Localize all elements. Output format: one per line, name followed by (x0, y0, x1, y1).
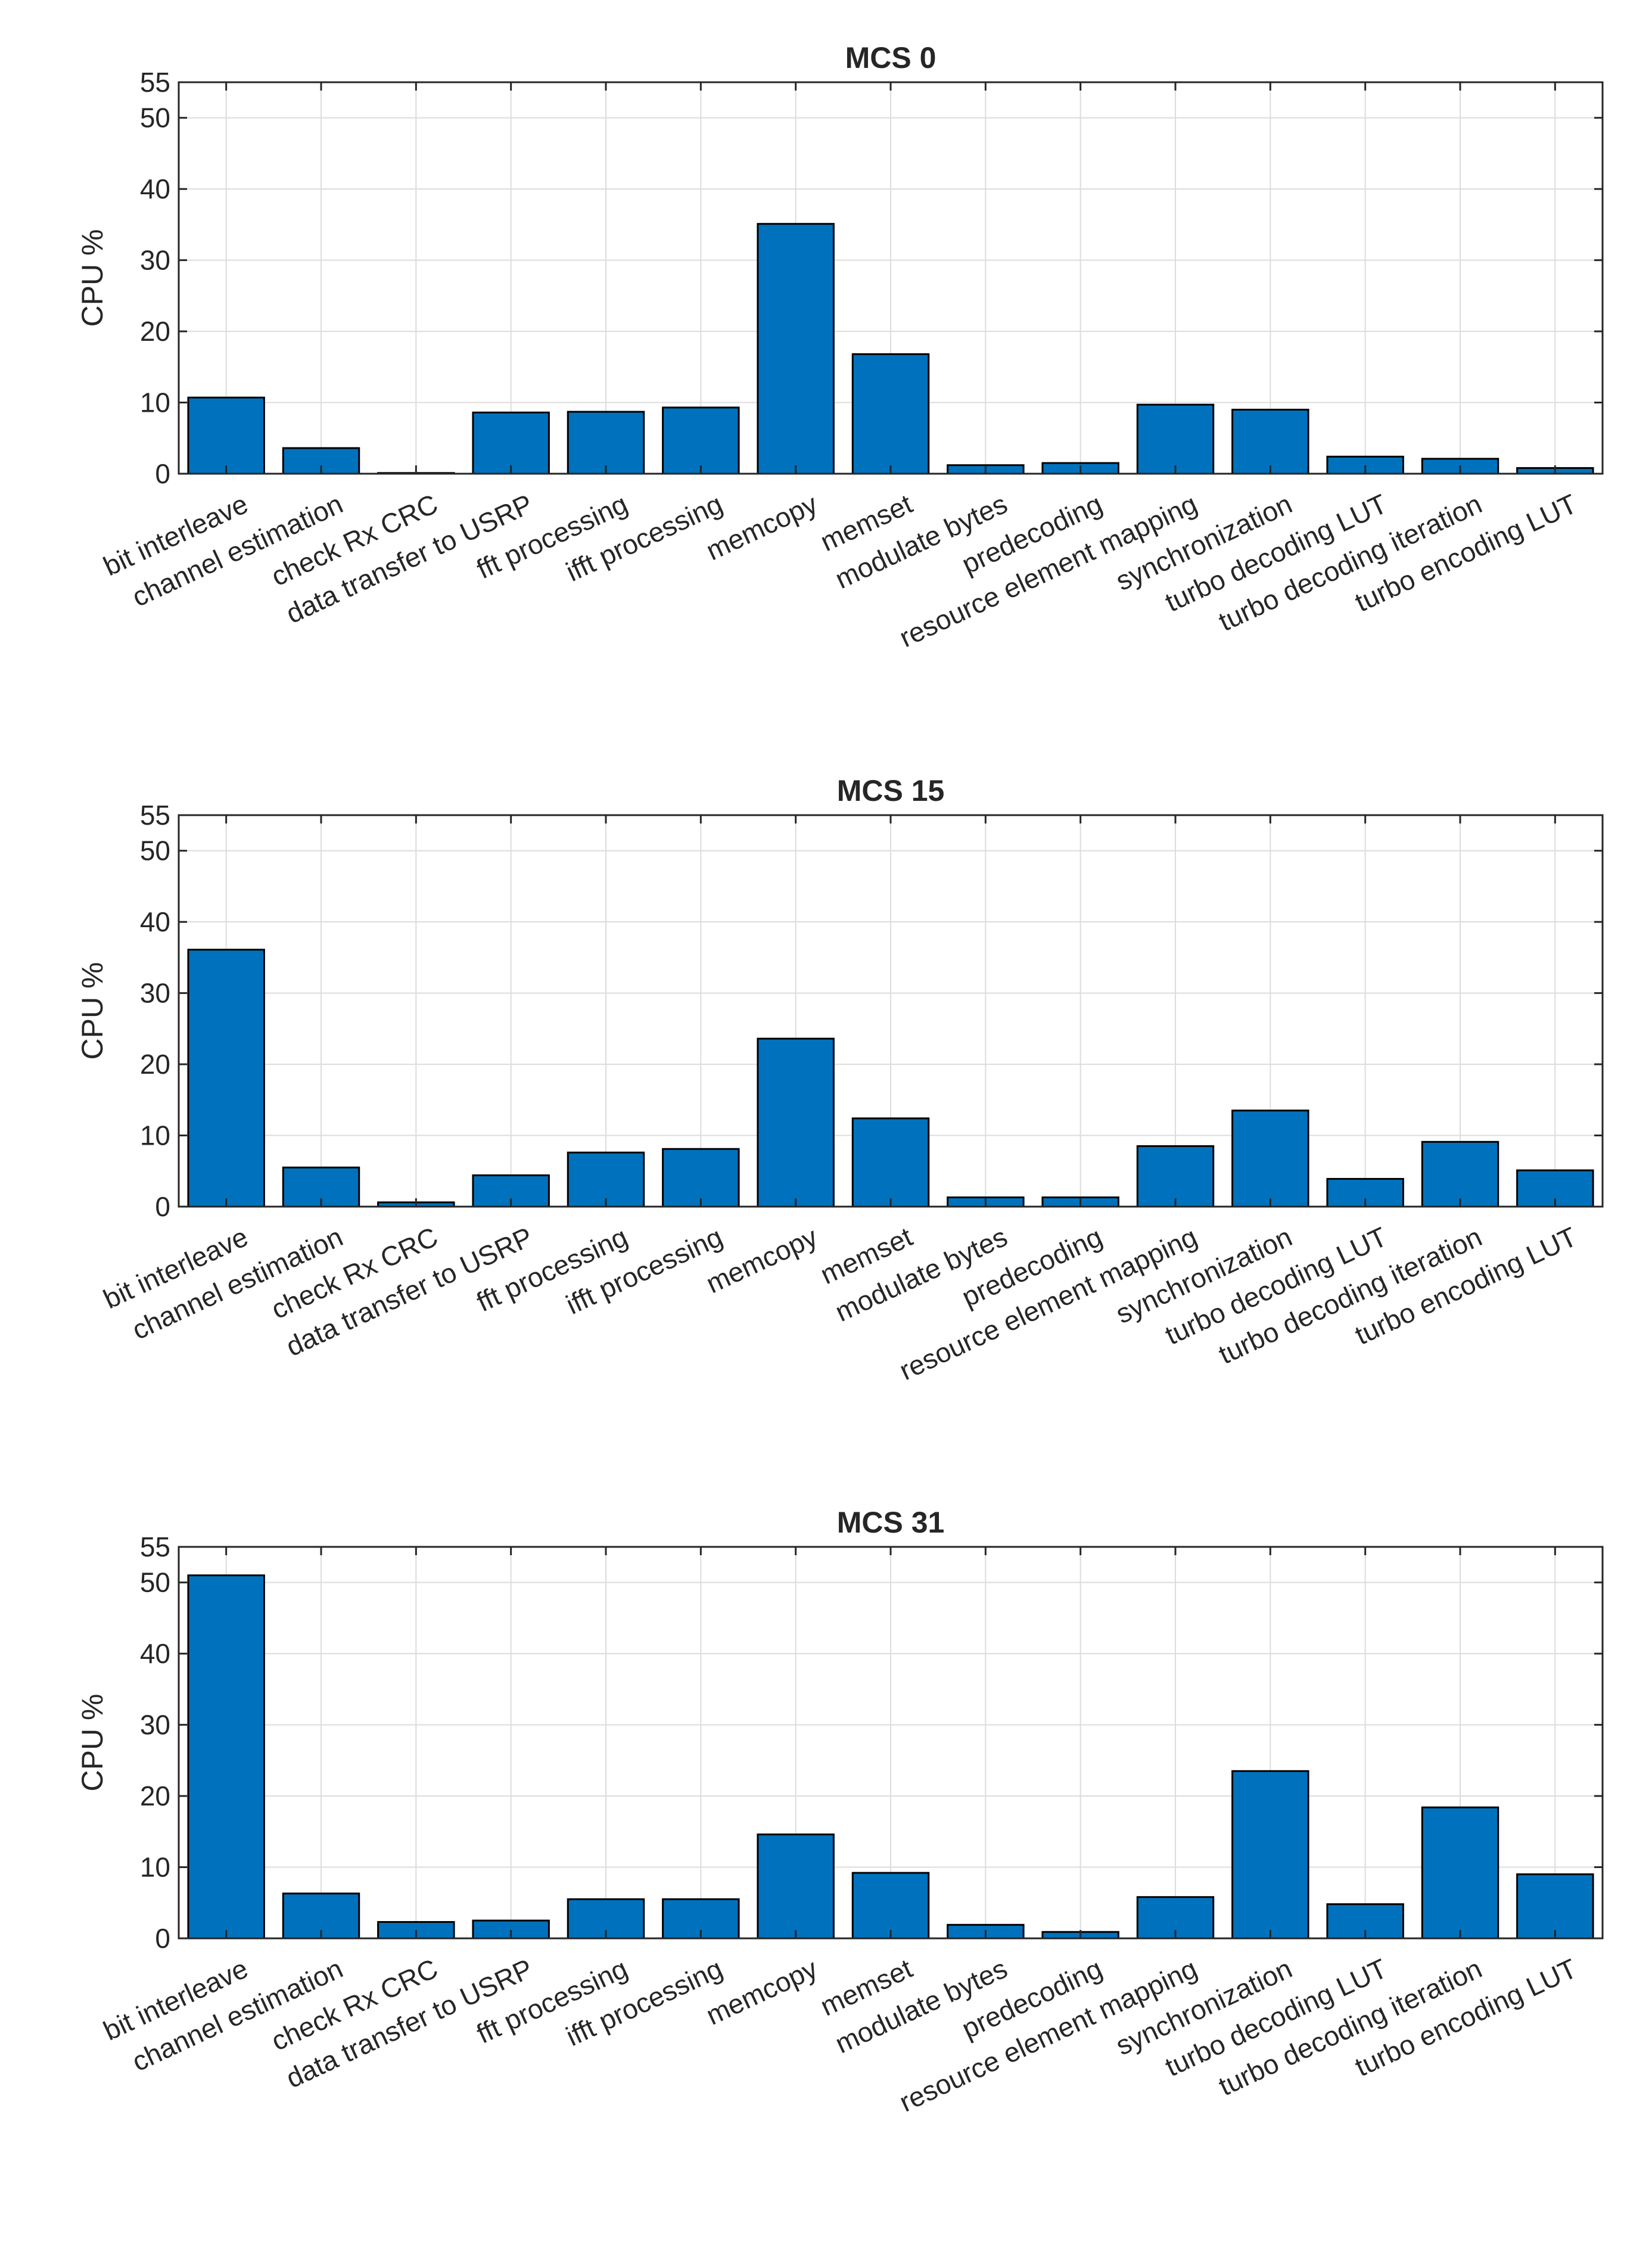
y-tick-label: 20 (140, 1049, 170, 1080)
y-tick-label: 20 (140, 316, 170, 347)
bar-fft-processing (567, 411, 645, 475)
bar-bit-interleave (187, 1574, 265, 1940)
bar-synchronization (1231, 408, 1309, 475)
bar-memset (851, 353, 930, 475)
bar-data-transfer-to-usrp (472, 411, 550, 475)
y-tick-label: 55 (140, 67, 170, 98)
bar-bit-interleave (187, 396, 265, 475)
y-tick-label: 30 (140, 978, 170, 1009)
y-axis-label: CPU % (76, 1694, 109, 1792)
bar-bit-interleave (187, 949, 265, 1208)
y-tick-label: 40 (140, 173, 170, 204)
bar-memcopy (757, 223, 835, 475)
bar-turbo-encoding-lut (1516, 1873, 1594, 1940)
bar-resource-element-mapping (1136, 403, 1215, 475)
y-tick-label: 50 (140, 102, 170, 133)
bar-memset (851, 1117, 930, 1208)
y-tick-label: 55 (140, 800, 170, 831)
y-tick-label: 10 (140, 387, 170, 418)
chart-title: MCS 31 (837, 1506, 945, 1539)
chart-title: MCS 0 (845, 41, 937, 74)
y-tick-label: 0 (155, 1191, 170, 1222)
y-tick-label: 40 (140, 906, 170, 937)
y-tick-label: 30 (140, 245, 170, 276)
bar-synchronization (1231, 1770, 1309, 1940)
y-tick-label: 0 (155, 458, 170, 489)
y-tick-label: 10 (140, 1120, 170, 1151)
bar-turbo-decoding-iteration (1421, 1806, 1499, 1940)
bar-turbo-decoding-iteration (1421, 1140, 1499, 1208)
bar-ifft-processing (662, 406, 740, 475)
bar-fft-processing (567, 1151, 645, 1208)
bar-resource-element-mapping (1136, 1145, 1215, 1208)
y-tick-label: 40 (140, 1638, 170, 1669)
chart-title: MCS 15 (837, 774, 945, 807)
y-tick-label: 50 (140, 835, 170, 866)
y-tick-label: 30 (140, 1710, 170, 1741)
y-axis-label: CPU % (76, 962, 109, 1060)
bar-memcopy (757, 1833, 835, 1940)
y-tick-label: 10 (140, 1852, 170, 1883)
y-tick-label: 20 (140, 1780, 170, 1811)
y-axis-label: CPU % (76, 229, 109, 327)
y-tick-label: 50 (140, 1567, 170, 1598)
y-tick-label: 0 (155, 1923, 170, 1954)
bar-synchronization (1231, 1109, 1309, 1208)
bar-ifft-processing (662, 1148, 740, 1208)
y-tick-label: 55 (140, 1531, 170, 1562)
bar-memset (851, 1872, 930, 1940)
bar-memcopy (757, 1037, 835, 1208)
